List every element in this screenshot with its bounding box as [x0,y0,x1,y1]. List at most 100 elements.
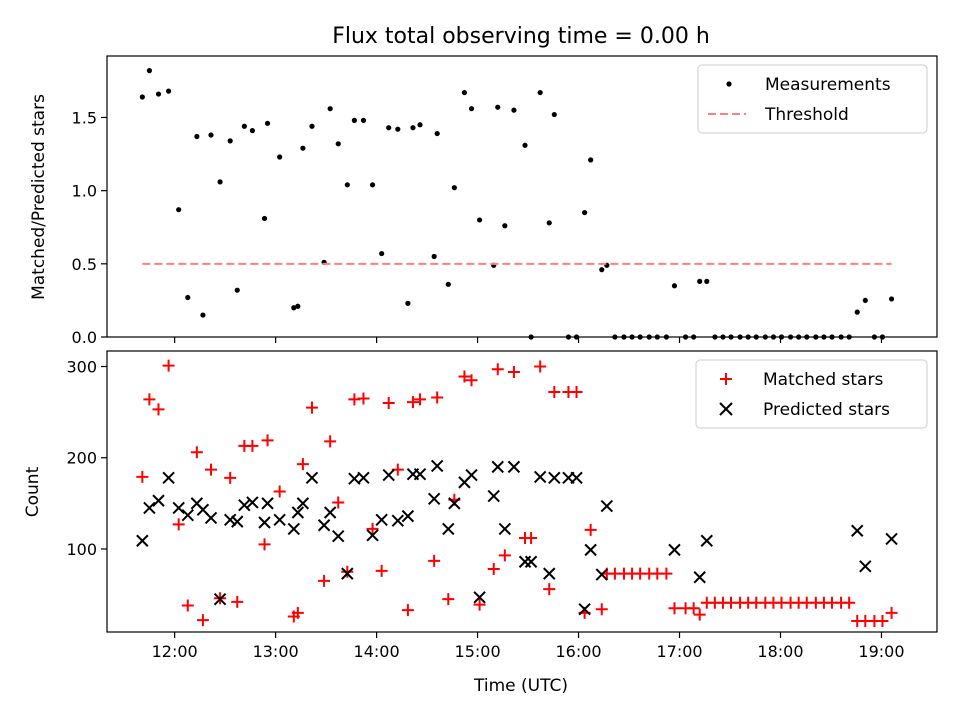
legend-marker-measurements [726,81,732,87]
matched-stars-point [428,554,441,567]
measurements-point [582,209,588,216]
matched-stars-point [291,606,304,619]
predicted-stars-point [548,471,561,485]
measurements-point [146,68,153,74]
predicted-stars-point [143,501,156,515]
matched-stars-point [507,365,520,378]
measurements-point [379,250,385,257]
top-legend-box [697,64,928,134]
matched-stars-point [525,532,538,545]
predicted-stars-point [524,555,538,568]
legend-label-threshold: Threshold [764,105,849,125]
matched-stars-point [261,434,274,447]
predicted-stars-point [507,460,521,474]
bottom-x-tick-label: 18:00 [757,642,803,661]
bottom-plot-area [136,359,898,628]
matched-stars-point [458,370,471,383]
top-y-ticks: 0.0 0.5 1.0 1.5 [72,108,107,347]
predicted-stars-point [258,516,271,529]
measurements-point [434,130,440,137]
matched-stars-point [296,458,309,471]
matched-stars-point [543,583,556,596]
measurements-point [227,138,233,144]
matched-stars-point [843,596,856,609]
measurements-point [395,126,401,132]
matched-stars-point [570,386,583,399]
bottom-x-tick-label: 13:00 [253,642,299,661]
predicted-stars-point [543,567,556,580]
predicted-stars-point [246,496,259,509]
measurements-point [588,157,594,163]
matched-stars-point [498,549,511,562]
legend-marker-matched [720,373,732,385]
predicted-stars-point [570,471,583,485]
measurements-point [291,305,297,311]
matched-stars-point [465,374,478,387]
measurements-point [451,185,457,191]
matched-stars-point [196,614,209,627]
matched-stars-point [491,363,504,376]
predicted-stars-point [595,568,608,581]
legend-label-measurements: Measurements [765,75,891,95]
bottom-axes-frame [106,350,938,633]
top-y-tick-label: 0.0 [72,328,97,347]
predicted-stars-point [391,514,405,527]
matched-stars-point [487,563,500,576]
predicted-stars-point [204,511,218,525]
matched-stars-point [534,360,547,373]
matched-stars-point [246,439,259,452]
measurements-point [300,145,306,151]
measurements-point [417,122,423,128]
predicted-stars-point [296,497,310,510]
predicted-stars-point [413,467,427,481]
measurements-point [200,312,206,318]
measurements-point [511,107,517,113]
predicted-stars-point [584,543,597,557]
matched-stars-point [382,397,395,410]
measurements-point [369,182,376,188]
bottom-x-axis-label: Time (UTC) [473,676,568,696]
predicted-stars-point [375,513,388,526]
bottom-x-tick-label: 15:00 [455,642,501,661]
matched-stars-point [406,396,419,409]
measurements-point [546,220,552,226]
matched-stars-point [584,523,597,536]
measurements-point [468,106,475,112]
predicted-stars-point [213,592,227,606]
bottom-x-tick-label: 12:00 [152,642,198,661]
predicted-stars-point [287,522,301,536]
matched-stars-point [668,602,681,615]
predicted-stars-point [885,532,898,546]
top-axes-frame [106,55,938,338]
matched-stars-point [473,598,486,611]
measurements-point [476,217,483,223]
predicted-stars-point [136,534,149,547]
predicted-stars-point [859,560,872,573]
measurements-point [537,89,543,96]
bottom-x-tick-label: 14:00 [354,642,400,661]
top-legend: Measurements Threshold [697,64,928,134]
predicted-stars-point [382,468,395,482]
predicted-stars-point [238,498,251,512]
matched-stars-point [375,564,388,577]
legend-marker-predicted [719,402,733,416]
matched-stars-point [660,567,673,580]
predicted-stars-point [317,519,331,532]
predicted-stars-point [162,471,175,485]
measurements-point [431,253,437,260]
measurements-point [704,278,710,284]
matched-stars-point [885,606,898,619]
predicted-stars-point [465,468,478,482]
measurements-point [327,106,333,112]
ratio-panel: Flux total observing time = 0.00 h Match… [29,24,938,347]
measurements-point [295,303,301,309]
measurements-point [241,123,247,129]
measurements-point [551,111,557,118]
predicted-stars-point [491,460,504,474]
matched-stars-point [442,593,455,606]
predicted-stars-point [231,515,244,528]
measurements-point [461,89,468,96]
matched-stars-point [143,393,156,406]
measurements-point [309,123,315,129]
